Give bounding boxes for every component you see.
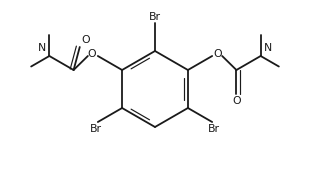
Text: N: N <box>264 43 272 53</box>
Text: O: O <box>232 96 241 106</box>
Text: Br: Br <box>90 124 102 134</box>
Text: O: O <box>214 49 223 59</box>
Text: O: O <box>82 35 90 45</box>
Text: Br: Br <box>149 12 161 22</box>
Text: Br: Br <box>208 124 220 134</box>
Text: N: N <box>38 43 46 53</box>
Text: O: O <box>87 49 96 59</box>
